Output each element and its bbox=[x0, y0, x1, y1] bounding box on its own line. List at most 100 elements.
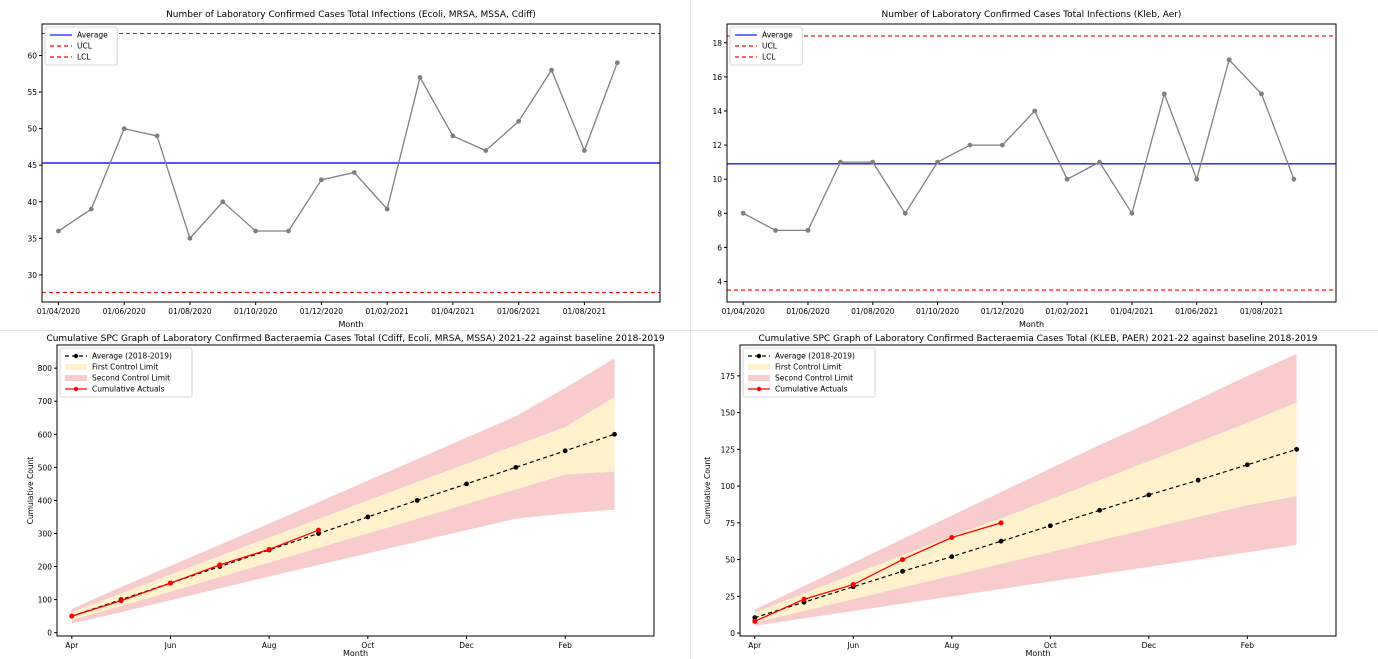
legend-entry: Average (2018-2019) bbox=[92, 352, 172, 361]
first-control-limit-band bbox=[754, 402, 1297, 623]
data-point bbox=[999, 142, 1005, 148]
legend-entry: Second Control Limit bbox=[92, 374, 170, 383]
y-tick-label: 0 bbox=[730, 629, 735, 638]
y-tick-label: 35 bbox=[27, 234, 37, 243]
y-tick-label: 200 bbox=[38, 563, 53, 572]
average-point bbox=[562, 448, 568, 454]
y-tick-label: 700 bbox=[38, 397, 53, 406]
y-tick-label: 12 bbox=[712, 141, 722, 150]
data-point bbox=[549, 67, 554, 73]
x-tick-label: 01/04/2021 bbox=[431, 307, 474, 316]
y-tick-label: 55 bbox=[27, 88, 37, 97]
x-tick-label: Aug bbox=[262, 641, 277, 650]
x-tick-label: 01/04/2020 bbox=[722, 307, 765, 316]
y-tick-label: 30 bbox=[27, 271, 37, 280]
data-point bbox=[1032, 108, 1038, 114]
actuals-point bbox=[998, 520, 1004, 526]
actuals-point bbox=[949, 535, 955, 541]
x-tick-label: 01/06/2021 bbox=[1175, 307, 1218, 316]
y-axis-label: Cumulative Count bbox=[26, 457, 35, 525]
chart-title: Number of Laboratory Confirmed Cases Tot… bbox=[882, 10, 1182, 20]
y-tick-label: 400 bbox=[38, 496, 53, 505]
x-tick-label: 01/02/2021 bbox=[1046, 307, 1089, 316]
x-tick-label: 01/06/2020 bbox=[103, 307, 146, 316]
chart-svg: Apr Jun Aug Oct Dec Feb 0 100 200 300 400 500 600 700… bbox=[26, 334, 665, 658]
data-point bbox=[1129, 210, 1135, 216]
average-point bbox=[1195, 477, 1201, 483]
y-tick-label: 50 bbox=[27, 125, 37, 134]
data-point bbox=[902, 210, 908, 216]
average-point bbox=[1097, 507, 1102, 513]
x-tick-label: 01/04/2021 bbox=[1110, 307, 1153, 316]
legend-marker bbox=[73, 386, 79, 392]
data-point bbox=[614, 60, 620, 66]
y-tick-label: 25 bbox=[725, 592, 735, 601]
y-tick-label: 16 bbox=[712, 73, 722, 82]
average-point bbox=[1294, 446, 1299, 452]
average-point bbox=[464, 481, 469, 487]
chart-panel-cumulative-spc-cdiff-ecoli-mrsa-mssa: Apr Jun Aug Oct Dec Feb 0 100 200 300 400 500 600 700… bbox=[0, 331, 690, 659]
data-point bbox=[516, 118, 522, 124]
second-control-limit-band bbox=[754, 353, 1297, 626]
x-axis-label: Month bbox=[338, 320, 363, 329]
data-point bbox=[935, 159, 940, 165]
chart-title: Cumulative SPC Graph of Laboratory Confi… bbox=[759, 334, 1318, 344]
y-tick-label: 100 bbox=[721, 482, 736, 491]
x-tick-label: Dec bbox=[459, 641, 474, 650]
legend-swatch bbox=[748, 364, 770, 370]
average-line bbox=[71, 433, 615, 617]
actuals-line bbox=[71, 529, 319, 617]
actuals-point bbox=[69, 613, 75, 619]
data-point bbox=[384, 206, 390, 212]
x-tick-label: 01/10/2020 bbox=[234, 307, 277, 316]
actuals-point bbox=[266, 546, 272, 552]
chart-svg: 01/04/2020 01/06/2020 01/08/2020 01/10/2020… bbox=[712, 10, 1337, 329]
x-tick-label: Jun bbox=[846, 641, 859, 650]
data-point bbox=[870, 159, 876, 165]
legend-entry: Second Control Limit bbox=[775, 374, 853, 383]
actuals-point bbox=[900, 557, 906, 563]
y-tick-label: 45 bbox=[27, 161, 37, 170]
x-tick-label: 01/08/2021 bbox=[563, 307, 606, 316]
actuals-point bbox=[118, 598, 124, 604]
x-tick-label: 01/08/2020 bbox=[851, 307, 894, 316]
data-point bbox=[483, 148, 489, 153]
legend-swatch bbox=[65, 364, 87, 370]
x-tick-label: 01/02/2021 bbox=[366, 307, 409, 316]
y-tick-label: 40 bbox=[27, 198, 37, 207]
second-control-limit-band bbox=[71, 358, 615, 624]
chart-panel-total-infections-kleb-aer: 01/04/2020 01/06/2020 01/08/2020 01/10/2020… bbox=[691, 0, 1378, 330]
data-point bbox=[967, 142, 973, 148]
legend-entry: UCL bbox=[77, 42, 93, 51]
first-control-limit-band bbox=[71, 396, 615, 621]
data-point bbox=[805, 227, 811, 233]
x-axis-label: Month bbox=[1025, 649, 1050, 658]
data-point bbox=[319, 177, 324, 183]
y-tick-label: 60 bbox=[27, 51, 37, 60]
data-point bbox=[417, 75, 423, 80]
average-point bbox=[414, 498, 420, 503]
x-tick-label: 01/08/2020 bbox=[168, 307, 211, 316]
y-tick-label: 6 bbox=[717, 243, 722, 252]
average-point bbox=[998, 538, 1004, 544]
legend-box bbox=[44, 26, 118, 66]
data-point bbox=[740, 210, 746, 216]
y-tick-label: 800 bbox=[38, 364, 53, 373]
average-point bbox=[365, 514, 371, 520]
plot-frame bbox=[56, 344, 655, 637]
legend-swatch bbox=[65, 375, 87, 381]
average-point bbox=[1244, 462, 1250, 468]
y-tick-label: 0 bbox=[47, 629, 52, 638]
legend-box bbox=[59, 347, 193, 398]
legend-entry: LCL bbox=[77, 53, 91, 62]
data-point bbox=[773, 227, 778, 233]
data-point bbox=[1097, 159, 1102, 165]
actuals-point bbox=[167, 580, 173, 586]
y-tick-label: 100 bbox=[38, 596, 53, 605]
x-axis-label: Month bbox=[343, 649, 368, 658]
chart-title: Cumulative SPC Graph of Laboratory Confi… bbox=[46, 334, 664, 344]
y-axis-label: Cumulative Count bbox=[703, 457, 712, 525]
legend-entry: First Control Limit bbox=[775, 363, 841, 372]
y-tick-label: 14 bbox=[712, 107, 722, 116]
